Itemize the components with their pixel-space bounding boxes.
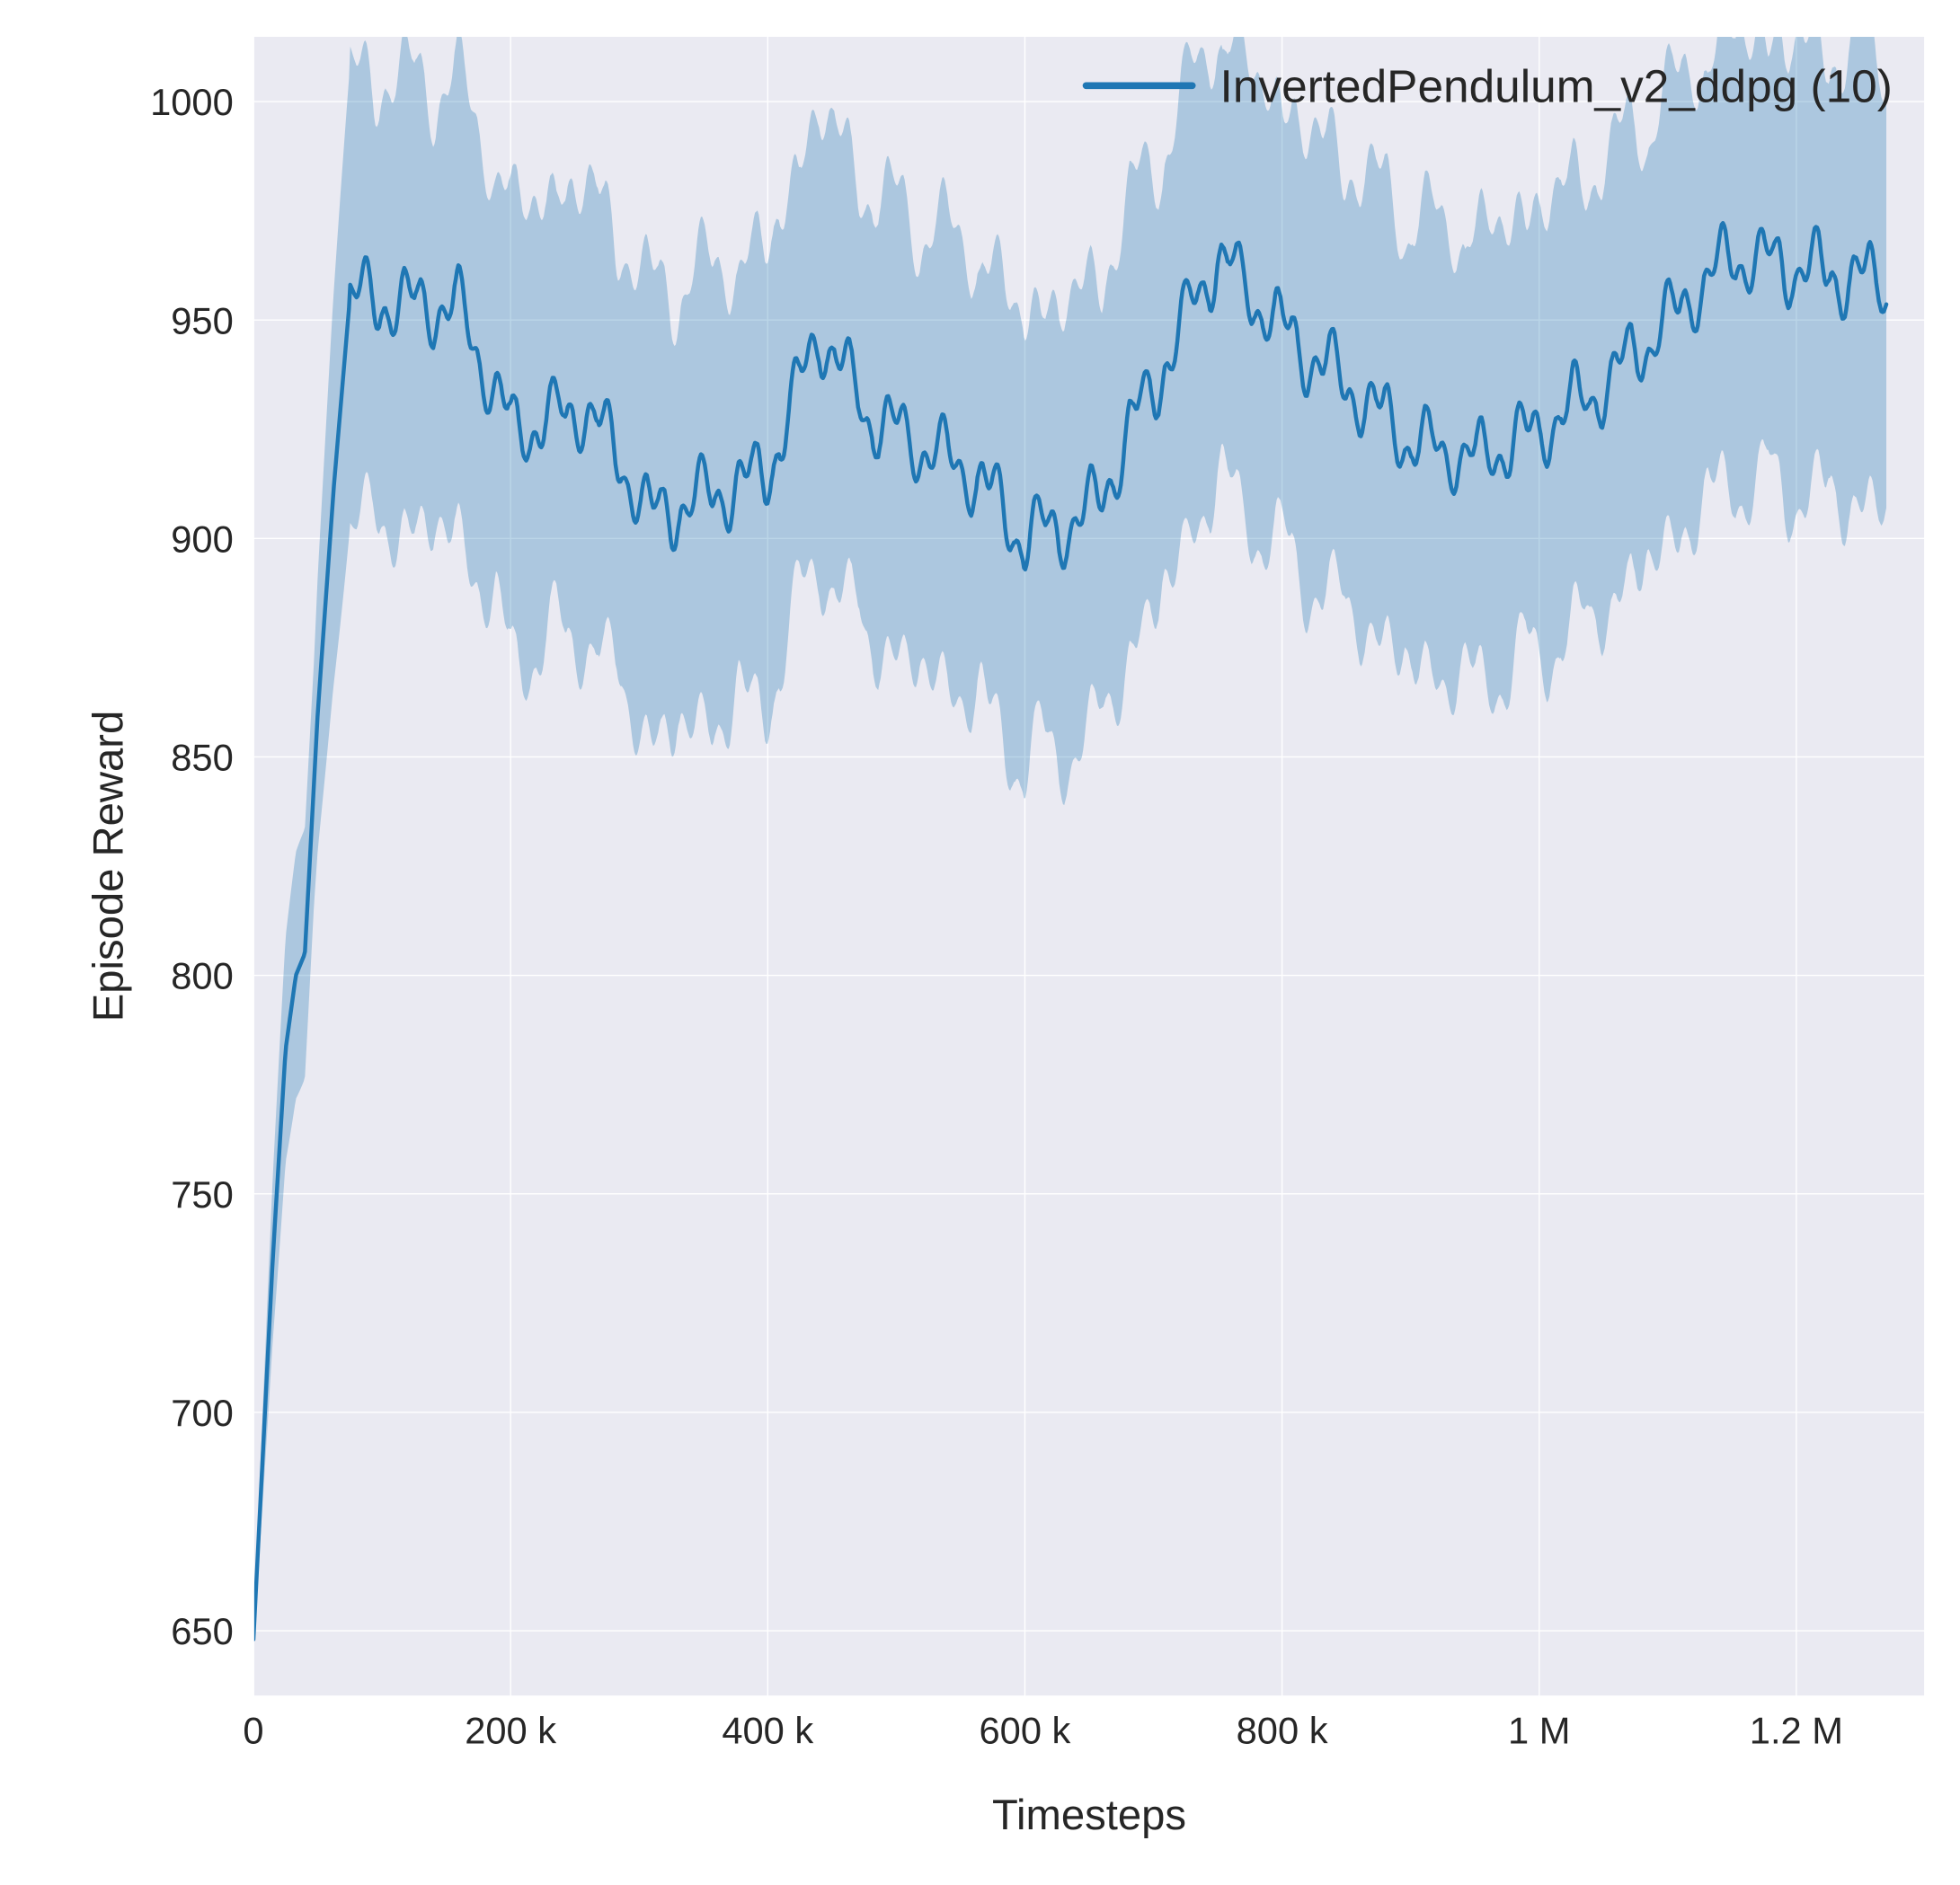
svg-text:900: 900 xyxy=(171,518,234,560)
svg-text:200 k: 200 k xyxy=(465,1709,556,1751)
svg-text:InvertedPendulum_v2_ddpg (10): InvertedPendulum_v2_ddpg (10) xyxy=(1220,59,1893,111)
svg-text:1 M: 1 M xyxy=(1508,1709,1570,1751)
svg-text:1000: 1000 xyxy=(150,81,234,123)
svg-text:1.2 M: 1.2 M xyxy=(1750,1709,1843,1751)
svg-text:950: 950 xyxy=(171,299,234,341)
svg-text:800 k: 800 k xyxy=(1237,1709,1328,1751)
svg-text:700: 700 xyxy=(171,1392,234,1434)
svg-text:750: 750 xyxy=(171,1173,234,1216)
svg-text:400 k: 400 k xyxy=(722,1709,813,1751)
svg-text:Timesteps: Timesteps xyxy=(992,1792,1186,1839)
svg-text:0: 0 xyxy=(243,1709,263,1751)
svg-text:800: 800 xyxy=(171,955,234,997)
svg-text:650: 650 xyxy=(171,1610,234,1652)
svg-text:600 k: 600 k xyxy=(979,1709,1070,1751)
svg-text:850: 850 xyxy=(171,737,234,779)
svg-text:Episode Reward: Episode Reward xyxy=(84,711,132,1022)
